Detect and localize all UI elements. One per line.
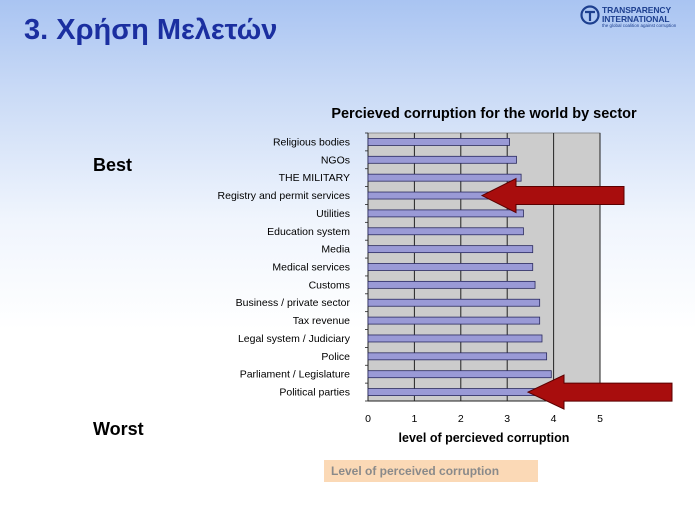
bar: [367, 298, 541, 307]
bar: [367, 280, 536, 289]
worst-label: Worst: [93, 419, 144, 439]
category-labels: Religious bodies NGOs THE MILITARY Registry…: [218, 136, 351, 398]
chart-title: Percieved corruption for the world by se…: [331, 106, 637, 122]
bar: [367, 334, 543, 343]
category-label: Political parties: [279, 387, 350, 399]
logo-tagline: the global coalition against corruption: [602, 23, 677, 28]
category-label: Legal system / Judiciary: [238, 333, 351, 345]
bar: [367, 173, 522, 182]
annotation-arrows: [480, 177, 673, 410]
best-label: Best: [93, 155, 133, 175]
category-label: NGOs: [321, 154, 350, 166]
slide-title: 3. Χρήση Μελετών: [24, 14, 278, 46]
annotation-arrow: [526, 374, 673, 410]
bar: [367, 370, 552, 379]
category-label: Utilities: [316, 208, 350, 220]
bar-series: [367, 138, 555, 396]
bar: [367, 316, 541, 325]
bar: [367, 155, 517, 164]
bar: [367, 227, 524, 236]
category-label: Registry and permit services: [218, 190, 350, 202]
bar: [367, 245, 534, 254]
caption-box: Level of perceived corruption: [324, 460, 538, 482]
category-label: THE MILITARY: [279, 172, 350, 184]
category-label: Parliament / Legislature: [240, 369, 350, 381]
x-tick-label: 2: [458, 413, 464, 425]
x-axis-label: level of percieved corruption: [399, 431, 570, 445]
annotation-arrow: [480, 177, 625, 214]
category-label: Tax revenue: [293, 315, 350, 327]
category-label: Media: [321, 244, 350, 256]
category-label: Police: [321, 351, 350, 363]
category-label: Customs: [309, 279, 350, 291]
transparency-international-logo: TRANSPARENCY INTERNATIONAL the global co…: [580, 4, 690, 30]
category-label: Business / private sector: [236, 297, 351, 309]
x-tick-label: 5: [597, 413, 603, 425]
x-tick-label: 3: [504, 413, 510, 425]
x-tick-label: 1: [411, 413, 417, 425]
logo-text-line2: INTERNATIONAL: [602, 14, 670, 24]
bar: [367, 209, 524, 218]
x-tick-label: 0: [365, 413, 371, 425]
bar: [367, 263, 534, 271]
bar: [367, 388, 555, 396]
globe-logo-icon: [580, 5, 600, 25]
bar: [367, 352, 548, 361]
x-tick-labels: 0 1 2 3 4 5: [365, 413, 603, 425]
category-label: Medical services: [272, 262, 350, 274]
category-label: Religious bodies: [273, 136, 350, 148]
bar: [367, 138, 510, 146]
category-label: Education system: [267, 226, 350, 238]
logo-text-line1: TRANSPARENCY: [602, 5, 672, 15]
x-tick-label: 4: [551, 413, 557, 425]
